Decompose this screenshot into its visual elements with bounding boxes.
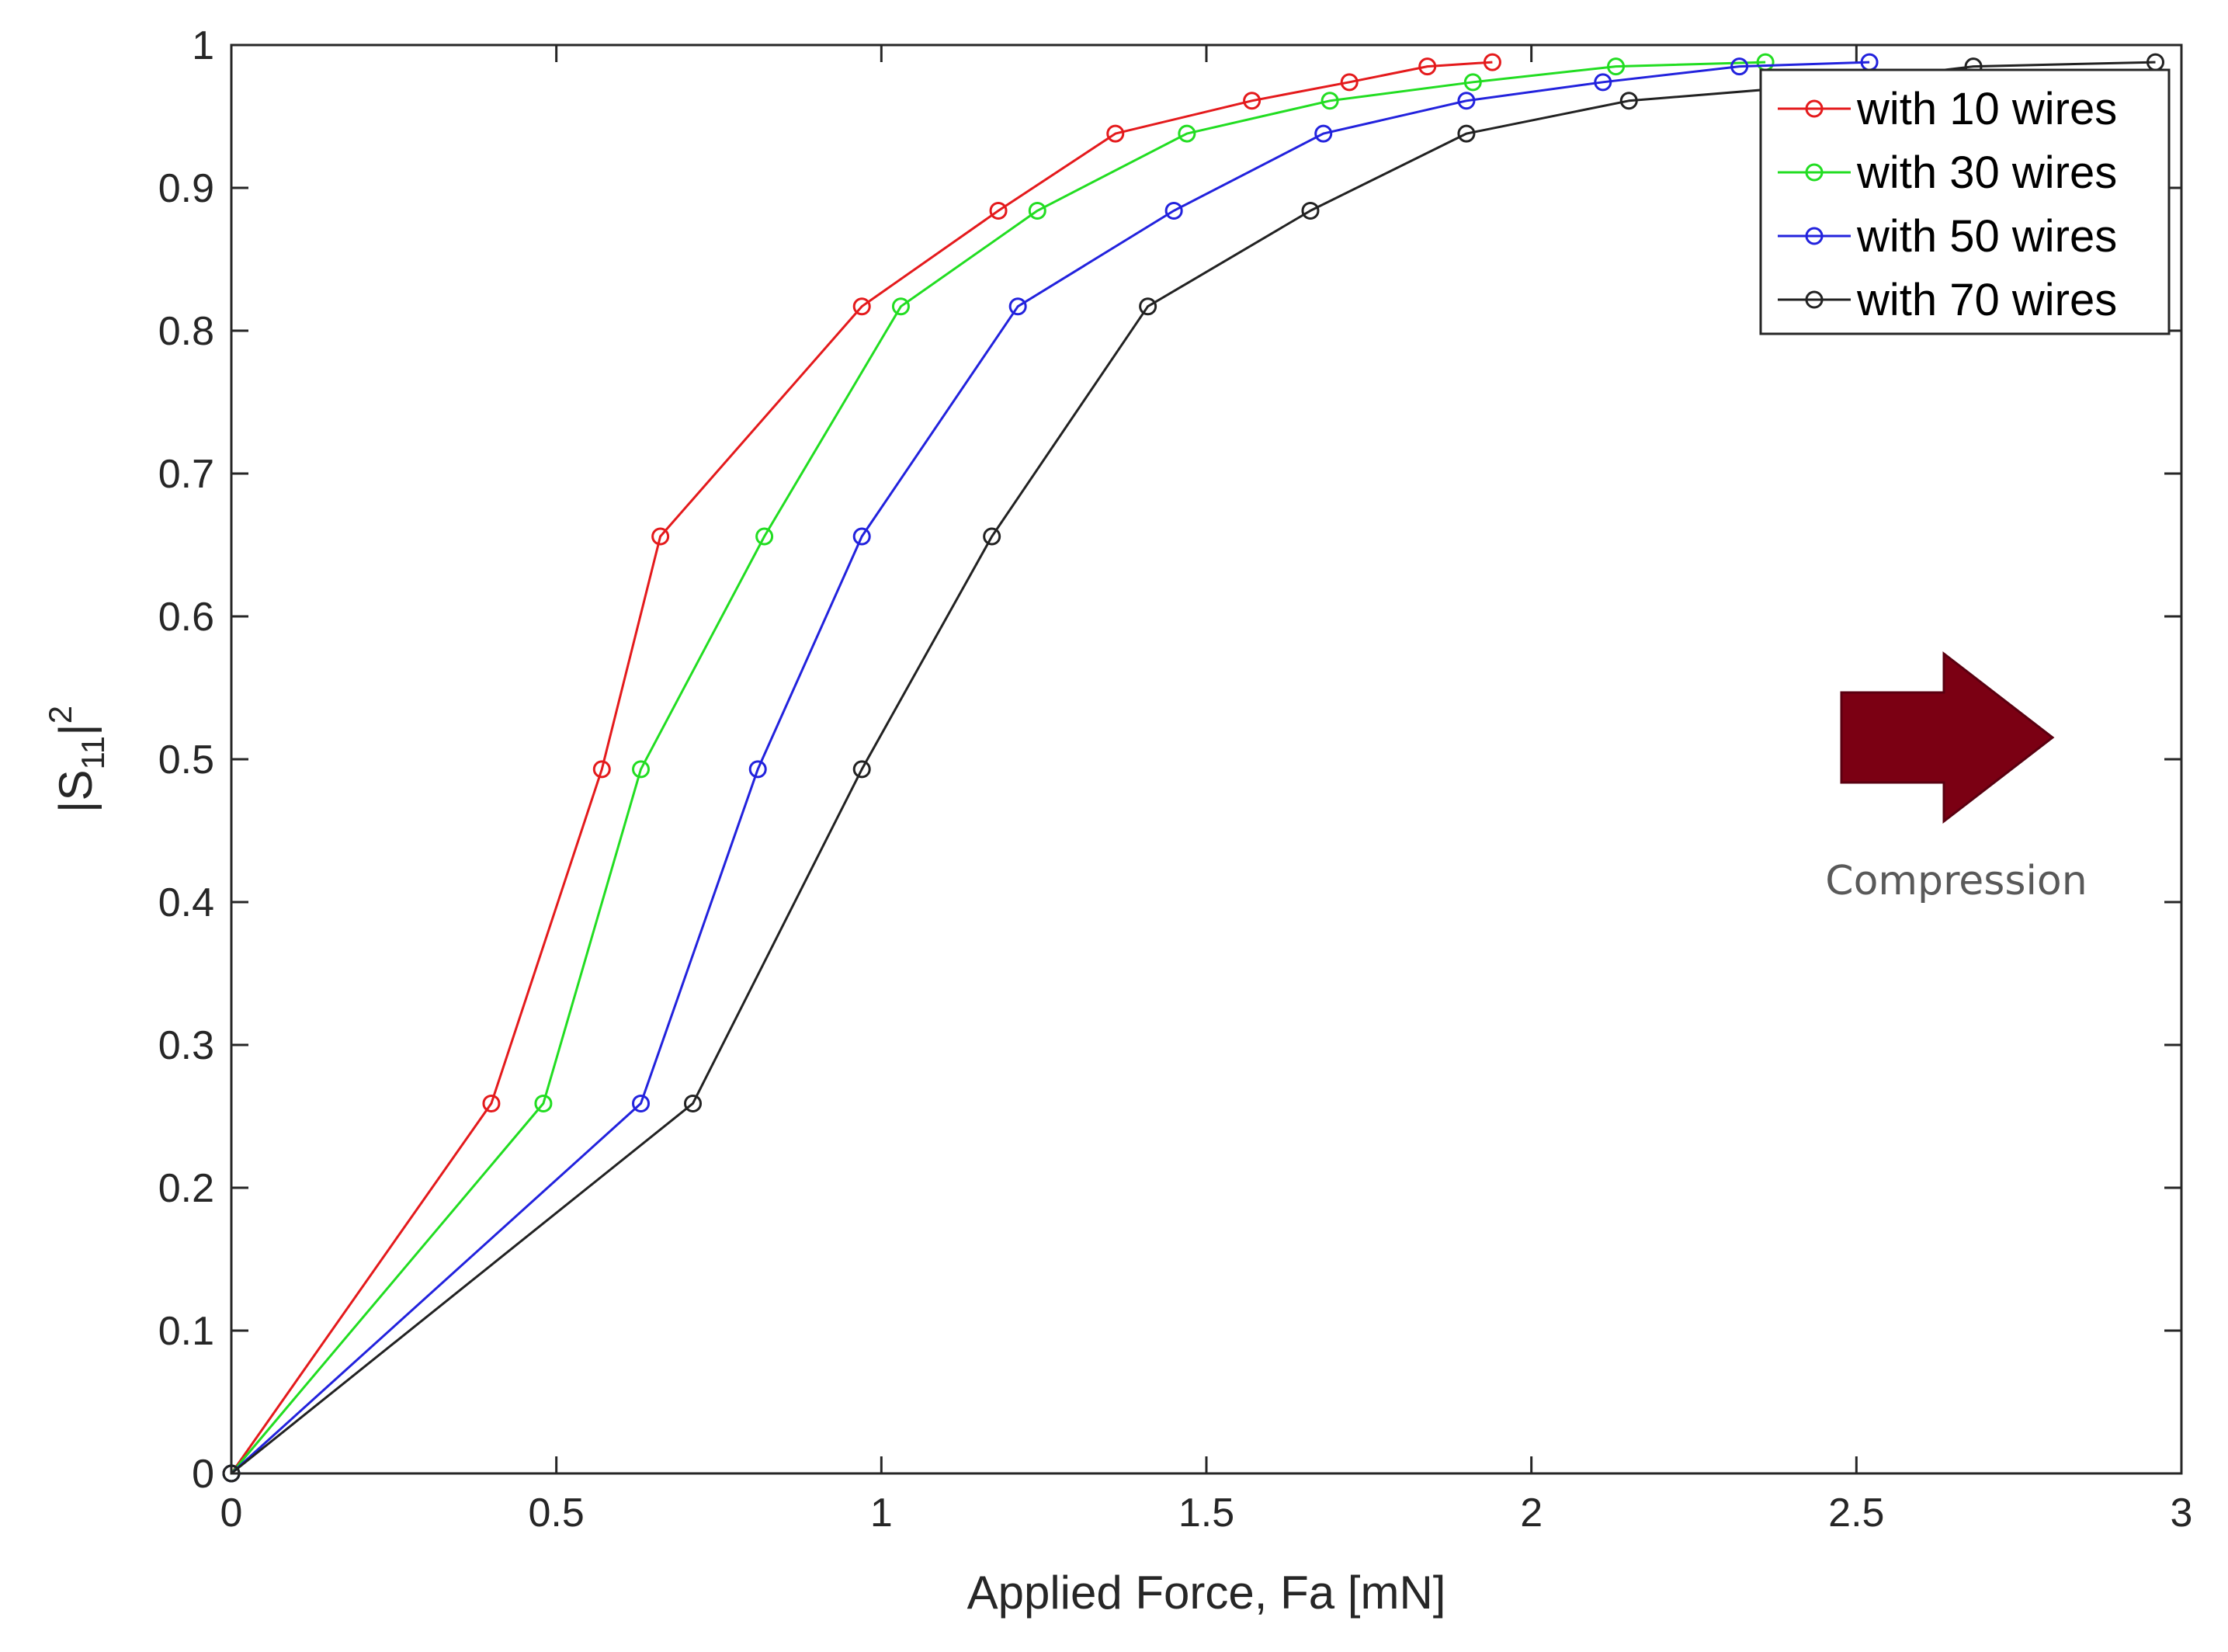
x-tick-label: 2.5 [1828, 1491, 1884, 1536]
data-point [1730, 57, 1749, 76]
x-tick-label: 2 [1520, 1491, 1543, 1536]
x-tick-label: 0 [220, 1491, 243, 1536]
y-tick-label: 0.5 [158, 738, 214, 783]
data-point [891, 297, 910, 316]
legend: with 10 wires with 30 wires with 50 wires w… [1759, 68, 2171, 335]
data-point [1106, 124, 1125, 143]
compression-arrow-icon [1840, 651, 2055, 824]
legend-box [1759, 68, 2171, 335]
y-tick-label: 0.3 [158, 1023, 214, 1068]
data-point [684, 1094, 703, 1112]
data-point [748, 760, 767, 779]
y-tick-label: 0.7 [158, 452, 214, 497]
legend-label: with 70 wires [1856, 275, 2117, 325]
data-point [1314, 124, 1333, 143]
data-point [852, 527, 871, 546]
data-point [632, 760, 651, 779]
y-tick-label: 0.9 [158, 166, 214, 211]
compression-annotation: Compression [1825, 651, 2087, 904]
data-point [852, 297, 871, 316]
y-tick-label: 1 [192, 23, 214, 68]
y-axis-title-superscript: 2 [42, 706, 78, 724]
data-point [1418, 57, 1437, 76]
series-2 [222, 53, 1775, 1483]
y-tick-label: 0.4 [158, 880, 214, 925]
data-point [1463, 73, 1482, 92]
data-point [1243, 92, 1261, 110]
data-point [1320, 92, 1339, 110]
x-tick-label: 1.5 [1178, 1491, 1234, 1536]
data-point [1008, 297, 1027, 316]
y-axis-title: |S11|2 [42, 706, 111, 813]
series-line [230, 61, 1766, 1474]
legend-entry: with 10 wires [1778, 84, 2117, 134]
legend-label: with 10 wires [1856, 84, 2117, 134]
data-point [482, 1094, 501, 1112]
legend-label: with 50 wires [1856, 211, 2117, 262]
legend-marker-swatch [1805, 227, 1824, 245]
data-point [755, 527, 774, 546]
data-point [1178, 124, 1196, 143]
x-tick-label: 3 [2171, 1491, 2193, 1536]
data-point [1340, 73, 1359, 92]
data-point [1139, 297, 1157, 316]
series-line [230, 61, 1870, 1475]
data-point [983, 527, 1001, 546]
data-point [651, 527, 670, 546]
data-point [1301, 201, 1320, 220]
legend-marker-swatch [1805, 290, 1824, 309]
data-point [592, 760, 611, 779]
data-point [1164, 201, 1183, 220]
x-axis-title: Applied Force, Fa [mN] [967, 1567, 1446, 1619]
y-tick-label: 0.6 [158, 595, 214, 640]
axis-tick-labels: 0 0.5 1 1.5 2 2.5 3 0 0.1 0.2 0.3 0.4 0.5 0.6 0.7 0.8 0.… [158, 23, 2193, 1536]
y-axis-title-suffix: | [50, 724, 102, 736]
y-tick-label: 0.2 [158, 1166, 214, 1211]
data-point [1028, 201, 1046, 220]
x-tick-label: 0.5 [529, 1491, 585, 1536]
y-tick-label: 0 [192, 1452, 214, 1497]
plot-frame [230, 43, 2183, 1475]
legend-marker-swatch [1805, 163, 1824, 182]
legend-entries: with 10 wires with 30 wires with 50 wires w… [1778, 84, 2117, 325]
series-3 [222, 53, 1879, 1483]
legend-entry: with 50 wires [1778, 211, 2117, 262]
data-point [632, 1094, 651, 1112]
data-point [852, 760, 871, 779]
compression-label: Compression [1825, 858, 2087, 904]
data-point [534, 1094, 553, 1112]
legend-entry: with 70 wires [1778, 275, 2117, 325]
series-line [230, 61, 1493, 1474]
y-tick-label: 0.8 [158, 309, 214, 354]
legend-label: with 30 wires [1856, 148, 2117, 198]
legend-entry: with 30 wires [1778, 148, 2117, 198]
data-point [1594, 73, 1612, 92]
data-point [989, 201, 1008, 220]
legend-marker-swatch [1805, 99, 1824, 118]
y-axis-title-subscript: 11 [75, 736, 111, 770]
x-tick-label: 1 [870, 1491, 893, 1536]
y-axis-title-prefix: |S [50, 769, 102, 813]
y-tick-label: 0.1 [158, 1309, 214, 1354]
data-point [1619, 92, 1638, 110]
data-point [1457, 124, 1476, 143]
data-point [1457, 92, 1476, 110]
data-point [1607, 57, 1626, 76]
data-point [1483, 53, 1501, 71]
